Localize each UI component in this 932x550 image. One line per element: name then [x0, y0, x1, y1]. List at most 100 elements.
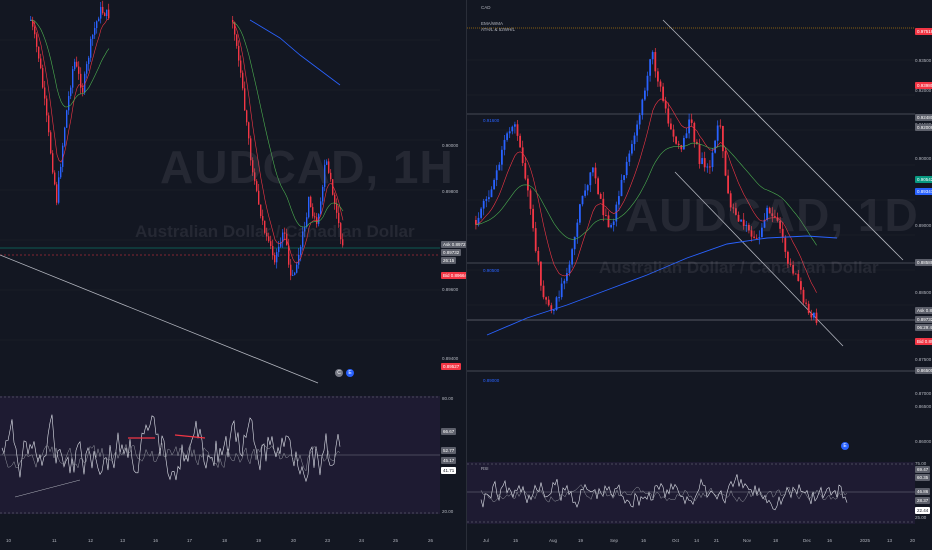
right-channel-lower-line [674, 171, 844, 347]
right-legend-ema[interactable]: EMA/WMA [481, 21, 503, 26]
left-rsi-badge: 45.17 [441, 457, 457, 464]
right-time-label: 16 [827, 538, 833, 543]
left-candle [342, 239, 344, 246]
left-candle [336, 204, 338, 213]
left-rsi-line [1, 414, 341, 483]
left-candle [236, 34, 238, 46]
left-rsi-divergence-line [174, 434, 206, 439]
right-price-label: 0.89000 [915, 223, 932, 228]
right-time-label: Oct [672, 538, 680, 543]
right-candle [794, 273, 797, 275]
left-candle [104, 13, 106, 16]
right-hline-label: 0.90500 [483, 268, 500, 273]
left-candle [292, 275, 294, 277]
right-candle [607, 215, 610, 228]
right-candle [586, 185, 589, 191]
left-time-label: 16 [153, 538, 159, 543]
right-time-axis[interactable]: Jul 15 Aug 19 Sep 16 Oct 14 21 Nov 18 Dec 16 2025 13 20 [467, 538, 915, 548]
right-candle [477, 217, 480, 225]
left-flag-e-icon[interactable]: E [346, 369, 354, 377]
left-chart-panel[interactable]: AUDCAD, 1H Australian Dollar / Canadian … [0, 0, 466, 550]
right-candle [498, 164, 501, 171]
right-candle [540, 261, 542, 286]
right-candle [560, 283, 563, 298]
right-candle [727, 175, 729, 194]
right-candle [529, 190, 532, 209]
left-candle [88, 57, 90, 65]
right-candle [667, 108, 670, 124]
right-candle [493, 180, 495, 190]
right-candle [485, 199, 488, 201]
right-price-chart[interactable] [467, 0, 915, 540]
right-candle [644, 90, 646, 100]
left-candle [282, 232, 284, 243]
right-candle [693, 122, 696, 142]
right-price-badge: 0.90542 [915, 176, 932, 183]
right-candle [532, 208, 534, 229]
right-candle [659, 81, 662, 87]
left-candle [42, 68, 44, 88]
left-candle [270, 241, 272, 247]
left-candle [304, 226, 306, 232]
right-chart-panel[interactable]: CAD EMA/WMA ATH/L & 52WH/L AUDCAD, 1D Au… [466, 0, 932, 550]
left-candle [90, 38, 92, 58]
left-price-label: 0.89800 [442, 189, 459, 194]
right-candle [664, 100, 667, 109]
right-rsi-badge: 69.47 [915, 466, 931, 473]
right-candle [787, 251, 789, 264]
left-price-chart[interactable] [0, 0, 440, 540]
right-legend-ath[interactable]: ATH/L & 52WH/L [481, 27, 516, 32]
right-time-label: Sep [610, 538, 619, 543]
right-candle [524, 163, 527, 179]
right-price-label: 0.90000 [915, 156, 932, 161]
left-price-badge: 26:15 [441, 257, 457, 264]
right-time-label: 13 [887, 538, 893, 543]
right-candle [568, 264, 571, 274]
left-candle [290, 264, 292, 276]
right-candle [654, 52, 657, 72]
right-time-label: 18 [773, 538, 779, 543]
right-candle [599, 194, 602, 199]
right-candle [495, 170, 498, 181]
left-candle [276, 252, 278, 263]
left-price-scale[interactable]: 0.90000 0.89800 0.89600 0.89400 Ask 0.89721 0… [440, 0, 466, 540]
left-candle [320, 201, 322, 215]
left-rsi-signal-line [1, 443, 341, 472]
right-candle [597, 178, 599, 195]
right-candle [672, 129, 675, 137]
left-price-badge: Bid 0.89664 [441, 272, 466, 279]
left-flag-c-icon[interactable]: C [335, 369, 343, 377]
right-price-badge: 0.89732 [915, 316, 932, 323]
left-candle [52, 153, 54, 173]
left-ema-long-line [249, 19, 341, 86]
right-rsi-lower-label: 25.00 [915, 515, 927, 520]
left-candle [56, 184, 58, 203]
right-price-scale[interactable]: 0.935000.920000.915000.900000.895000.890… [915, 0, 932, 540]
left-candle [36, 34, 38, 47]
right-candle [646, 75, 649, 91]
right-hline-label: 0.89000 [483, 378, 500, 383]
right-time-label: 19 [578, 538, 584, 543]
right-candle [503, 139, 506, 150]
right-candle [675, 136, 677, 144]
left-candle [258, 190, 260, 205]
left-candle [96, 21, 98, 29]
left-candle [254, 172, 256, 182]
right-candle [680, 145, 683, 150]
left-time-axis[interactable]: 10 11 12 13 16 17 18 19 20 23 24 25 26 [0, 538, 440, 548]
right-time-label: Nov [743, 538, 752, 543]
left-ema-slow-line [232, 22, 344, 228]
left-candle [70, 87, 72, 97]
right-rsi-badge: 60.35 [915, 474, 931, 481]
right-candle [729, 193, 732, 208]
left-ema-fast-line [30, 19, 110, 163]
right-flag-e-icon[interactable]: E [841, 442, 849, 450]
left-candle [278, 246, 280, 253]
right-candle [649, 59, 651, 76]
left-candle [64, 127, 66, 146]
right-top-symbol[interactable]: CAD [481, 5, 491, 10]
left-candle [108, 9, 110, 19]
left-time-label: 13 [120, 538, 126, 543]
left-candle [92, 34, 94, 39]
left-candle [324, 164, 326, 187]
